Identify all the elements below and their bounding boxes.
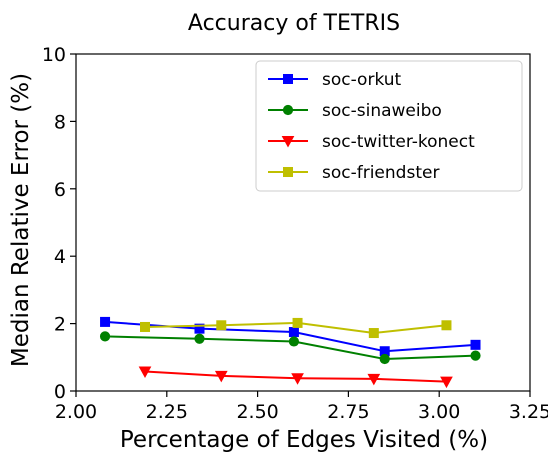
plot-frame (75, 53, 531, 392)
data-point (441, 320, 452, 331)
data-point (214, 370, 228, 383)
plot-area (99, 316, 481, 389)
data-point (194, 323, 205, 334)
data-point (367, 373, 381, 386)
data-point (194, 333, 205, 344)
legend-marker (282, 104, 294, 116)
y-tick-label: 8 (54, 111, 66, 133)
data-point (470, 339, 481, 350)
x-tick-label: 3.25 (509, 401, 548, 423)
y-axis-label: Median Relative Error (%) (8, 73, 34, 367)
legend-label: soc-orkut (322, 70, 402, 90)
series-soc-friendster (140, 317, 452, 339)
data-point (470, 350, 481, 361)
y-tick-label: 0 (54, 381, 66, 403)
y-tick-label: 4 (54, 246, 66, 268)
data-point (140, 321, 151, 332)
legend-box (255, 60, 523, 192)
x-axis-label: Percentage of Edges Visited (%) (120, 427, 488, 453)
data-point (440, 376, 453, 389)
data-point (379, 353, 390, 365)
data-point (288, 336, 300, 347)
legend: soc-orkut soc-sinaweibo soc-twitter-konect… (255, 60, 523, 192)
y-tick-label: 6 (54, 179, 66, 201)
data-point (292, 317, 303, 328)
data-point (291, 373, 304, 385)
y-tick-label: 10 (42, 44, 66, 66)
y-tick-label: 2 (54, 314, 66, 336)
x-tick-label: 2.25 (146, 401, 188, 423)
data-point (138, 366, 152, 378)
legend-label: soc-sinaweibo (322, 101, 442, 121)
legend-marker (281, 136, 295, 148)
legend-label: soc-friendster (322, 163, 439, 183)
legend-label: soc-twitter-konect (322, 132, 475, 152)
chart-title: Accuracy of TETRIS (188, 11, 400, 36)
x-tick-label: 2.50 (236, 401, 278, 423)
legend-marker (283, 74, 293, 84)
data-point (100, 316, 111, 327)
data-point (368, 328, 379, 339)
data-point (99, 331, 111, 342)
legend-marker (283, 167, 293, 177)
axes-group: 2.00 2.25 2.50 2.75 3.00 3.25 0 2 4 6 8 10 (42, 44, 548, 423)
data-point (288, 327, 299, 338)
data-point (216, 320, 227, 331)
series-soc-sinaweibo (99, 331, 481, 365)
series-soc-twitter-konect (138, 366, 453, 389)
x-tick-label: 2.75 (327, 401, 369, 423)
x-tick-label: 3.00 (418, 401, 460, 423)
x-tick-label: 2.00 (55, 401, 97, 423)
